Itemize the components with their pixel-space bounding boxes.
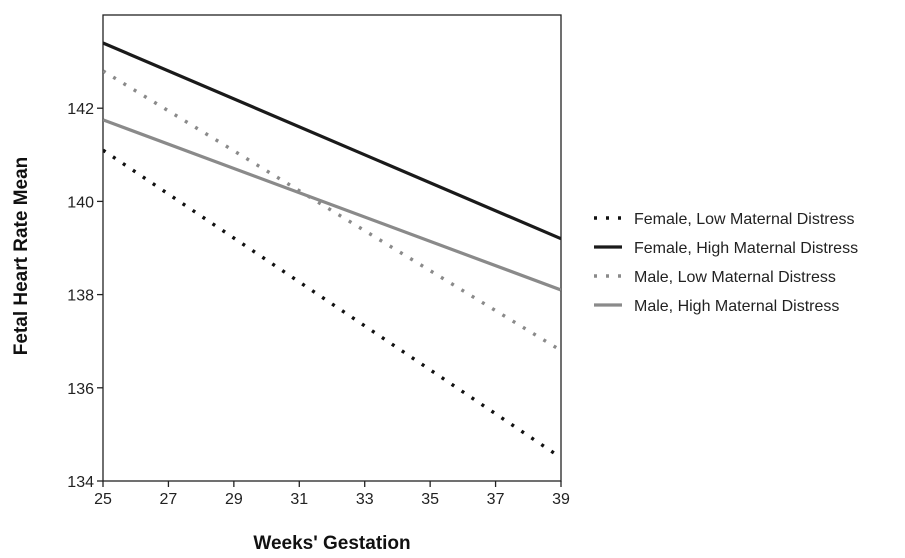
x-tick-label: 29 [225,491,243,508]
x-tick-label: 35 [421,491,439,508]
y-tick-label: 138 [67,288,94,305]
axes: 25 27 29 31 33 35 37 39 134 136 138 140 142 [67,101,570,508]
legend-label-0: Female, Low Maternal Distress [634,211,855,228]
series-line-3 [103,118,561,292]
x-tick-label: 31 [290,491,308,508]
x-axis-title: Weeks' Gestation [253,533,410,554]
legend-label-1: Female, High Maternal Distress [634,240,858,257]
series-line-0 [103,148,561,460]
legend-label-2: Male, Low Maternal Distress [634,269,836,286]
x-tick-label: 39 [552,491,570,508]
y-tick-label: 140 [67,194,94,211]
x-tick-label: 33 [356,491,374,508]
series-lines [103,41,561,460]
y-axis-title: Fetal Heart Rate Mean [11,157,32,356]
y-tick-label: 136 [67,381,94,398]
plot-area [102,14,562,482]
y-tick-label: 142 [67,101,94,118]
legend-label-3: Male, High Maternal Distress [634,298,839,315]
x-tick-label: 37 [487,491,505,508]
plot-frame [102,14,562,482]
y-tick-label: 134 [67,474,94,491]
legend: Female, Low Maternal Distress Female, Hig… [594,211,858,315]
x-tick-label: 27 [160,491,178,508]
x-tick-label: 25 [94,491,112,508]
series-line-1 [103,41,561,241]
